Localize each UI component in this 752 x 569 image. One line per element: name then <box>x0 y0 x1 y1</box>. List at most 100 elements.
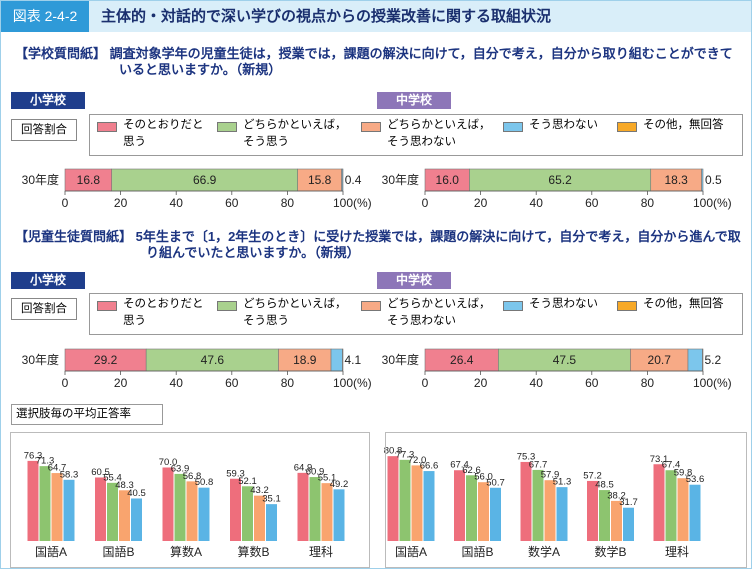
x-tick-label: 60 <box>585 376 599 390</box>
section-title: 選択肢毎の平均正答率 <box>11 404 163 425</box>
question: 【児童生徒質問紙】 5年生まで〔1，2年生のとき〕に受けた授業では，課題の解決に… <box>15 229 741 260</box>
question: 【学校質問紙】 調査対象学年の児童生徒は，授業では，課題の解決に向けて，自分で考… <box>15 46 733 77</box>
bar <box>297 472 309 541</box>
value-label: 26.4 <box>450 353 474 367</box>
legend-label: どちらかといえば，そう思う <box>243 298 347 327</box>
category-label: 30年度 <box>382 172 419 187</box>
value-label: 15.8 <box>308 173 332 187</box>
bar <box>254 495 265 541</box>
x-tick-label: 100 <box>333 196 353 210</box>
category-label: 算数B <box>237 544 269 559</box>
category-label: 国語B <box>102 544 134 559</box>
legend-swatch <box>217 301 237 311</box>
value-label: 64.9 <box>294 462 313 473</box>
bar <box>387 456 399 541</box>
value-label: 51.3 <box>553 477 572 488</box>
category-label: 30年度 <box>382 352 419 367</box>
bar <box>39 466 51 541</box>
x-tick-label: 0 <box>422 376 429 390</box>
value-label: 53.6 <box>686 474 705 485</box>
bar-segment <box>342 348 344 372</box>
x-tick-label: 20 <box>114 196 128 210</box>
x-axis-label: (%) <box>353 376 372 390</box>
value-label: 40.5 <box>127 488 146 499</box>
legend-label: そう思わない <box>529 298 598 310</box>
bar <box>63 479 75 541</box>
legend-swatch <box>361 301 381 311</box>
chart: 30年度 16.8 66.9 15.8 0.4 0 20 40 60 80 100 (%) <box>22 168 372 210</box>
figure-number: 図表 2-4-2 <box>1 1 89 32</box>
x-tick-label: 100 <box>693 196 713 210</box>
value-label: 20.7 <box>648 353 672 367</box>
bar-segment <box>687 348 703 372</box>
bar <box>478 482 489 541</box>
x-tick-label: 100 <box>333 376 353 390</box>
x-tick-label: 0 <box>62 376 69 390</box>
category-label: 数学B <box>594 544 626 559</box>
bar <box>309 477 321 541</box>
value-label: 58.3 <box>60 469 79 480</box>
x-tick-label: 80 <box>641 196 655 210</box>
category-label: 理科 <box>665 545 689 559</box>
legend-swatch <box>217 122 237 132</box>
value-label: 62.6 <box>462 465 481 476</box>
bar <box>333 489 345 541</box>
bar <box>677 478 689 541</box>
legend-swatch <box>617 122 637 132</box>
value-label: 71.3 <box>36 456 55 467</box>
value-label: 72.0 <box>408 455 427 466</box>
category-label: 数学A <box>528 544 560 559</box>
chart: 30年度 16.0 65.2 18.3 0.5 0 20 40 60 80 100 (%) <box>382 168 732 210</box>
figure-title: 主体的・対話的で深い学びの視点からの授業改善に関する取組状況 <box>101 8 552 25</box>
value-label: 47.5 <box>553 353 577 367</box>
value-label: 60.5 <box>91 467 110 478</box>
bar <box>411 465 423 541</box>
legend-title: 回答割合 <box>11 298 77 320</box>
bar-segment <box>702 348 704 372</box>
value-label: 76.3 <box>24 450 43 461</box>
value-label: 63.9 <box>171 463 190 474</box>
value-label: 77.3 <box>396 449 415 460</box>
category-label: 理科 <box>309 545 333 559</box>
x-tick-label: 60 <box>585 196 599 210</box>
x-tick-label: 20 <box>474 376 488 390</box>
value-label: 75.3 <box>517 451 536 462</box>
value-label: 50.8 <box>195 477 214 488</box>
legend-title: 回答割合 <box>11 119 77 141</box>
value-label: 60.9 <box>306 467 325 478</box>
value-label: 66.6 <box>420 461 439 472</box>
bar <box>230 478 241 541</box>
bar <box>490 487 501 541</box>
x-axis-label: (%) <box>713 376 732 390</box>
legend-label: その他，無回答 <box>643 119 724 131</box>
x-tick-label: 40 <box>530 376 544 390</box>
value-label: 65.2 <box>548 173 572 187</box>
x-tick-label: 60 <box>225 196 239 210</box>
legend-swatch <box>503 122 523 132</box>
bar <box>186 481 198 541</box>
legend <box>89 293 743 335</box>
value-label: 0.5 <box>705 173 722 187</box>
value-label: 5.2 <box>704 353 721 367</box>
value-label: 55.4 <box>103 472 122 483</box>
value-label: 73.1 <box>650 454 669 465</box>
chart-title: 小学校 <box>11 92 85 109</box>
bar <box>198 487 210 541</box>
value-label: 48.5 <box>595 480 614 491</box>
value-label: 16.8 <box>77 173 101 187</box>
value-label: 52.1 <box>238 476 257 487</box>
x-tick-label: 80 <box>281 196 295 210</box>
legend-label: そのとおりだと思う <box>123 298 204 327</box>
legend-swatch <box>97 122 117 132</box>
category-label: 国語A <box>395 544 427 559</box>
category-label: 算数A <box>170 544 202 559</box>
value-label: 31.7 <box>619 497 638 508</box>
bar <box>27 460 39 541</box>
value-label: 59.8 <box>674 468 693 479</box>
legend-swatch <box>361 122 381 132</box>
value-label: 43.2 <box>250 485 269 496</box>
category-label: 30年度 <box>22 172 59 187</box>
legend-swatch <box>97 301 117 311</box>
legend <box>89 114 743 156</box>
